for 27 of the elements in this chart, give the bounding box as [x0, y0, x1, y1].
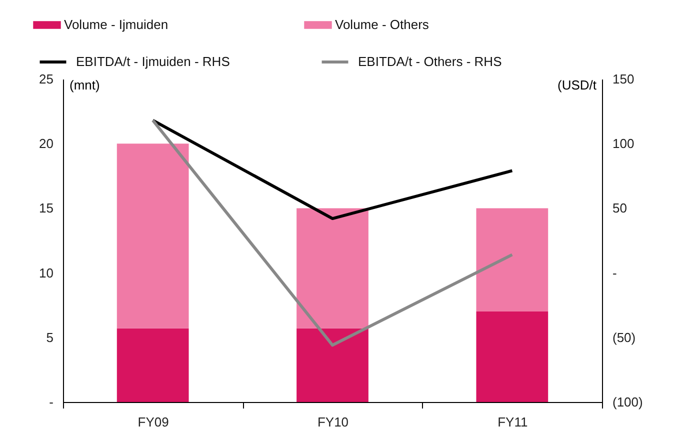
bar	[476, 208, 548, 312]
y2-axis-title: (USD/t	[558, 78, 597, 92]
legend-label: Volume - Others	[335, 17, 430, 32]
bar	[476, 312, 548, 402]
y-tick-label: 15	[39, 200, 54, 216]
bar	[296, 328, 368, 402]
y2-tick-label: 100	[612, 136, 634, 152]
y2-tick-label: (50)	[612, 330, 636, 345]
y-axis-title: (mnt)	[70, 78, 100, 92]
y-tick-label: 20	[39, 136, 54, 152]
x-tick-label: FY11	[498, 414, 528, 430]
y2-tick-label: 50	[612, 200, 627, 216]
y2-tick-label: 150	[612, 72, 634, 86]
y-tick-label: 10	[39, 265, 54, 280]
bar	[116, 328, 189, 402]
legend-label: EBITDA/t - Others - RHS	[358, 54, 502, 69]
bar	[296, 208, 368, 328]
x-tick-label: FY09	[138, 414, 169, 430]
legend-label: EBITDA/t - Ijmuiden - RHS	[76, 54, 230, 69]
y2-tick-label: (100)	[612, 394, 643, 410]
y2-tick-label: -	[612, 265, 617, 280]
legend-label: Volume - Ijmuiden	[64, 17, 168, 32]
y-tick-label: 25	[39, 72, 54, 86]
y-tick-label: -	[49, 394, 54, 410]
y-tick-label: 5	[46, 330, 54, 345]
bar	[116, 144, 189, 328]
x-tick-label: FY10	[317, 414, 349, 430]
